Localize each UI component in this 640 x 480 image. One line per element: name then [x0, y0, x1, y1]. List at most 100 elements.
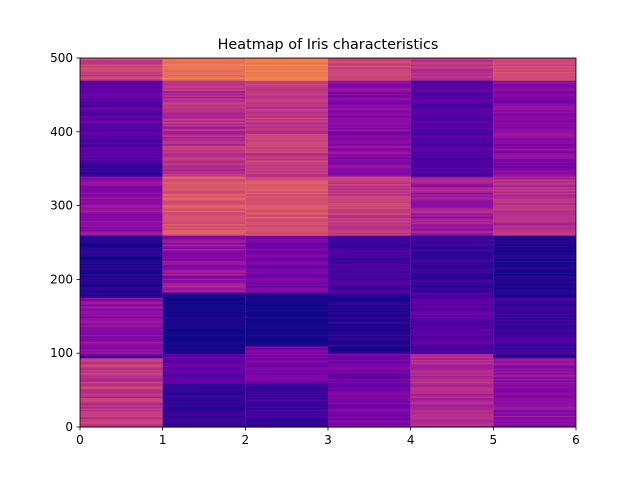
- heatmap-cell: [162, 294, 246, 297]
- heatmap-cell: [80, 316, 163, 319]
- heatmap-cell: [410, 87, 494, 90]
- heatmap-cell: [410, 177, 494, 180]
- heatmap-cell: [162, 84, 246, 87]
- heatmap-cell: [245, 257, 328, 260]
- heatmap-cell: [162, 217, 246, 220]
- heatmap-cell: [493, 181, 576, 185]
- heatmap-cell: [328, 282, 411, 285]
- heatmap-cell: [80, 305, 163, 309]
- heatmap-cell: [80, 102, 163, 105]
- x-tick-label: 2: [242, 433, 250, 447]
- heatmap-cell: [80, 415, 163, 418]
- heatmap-cell: [80, 319, 163, 322]
- heatmap-cell: [493, 407, 576, 410]
- heatmap-cell: [328, 248, 411, 251]
- heatmap-cell: [162, 156, 246, 159]
- heatmap-cell: [80, 248, 163, 251]
- heatmap-cell: [410, 173, 494, 176]
- heatmap-cell: [493, 336, 576, 340]
- heatmap-cell: [410, 415, 494, 418]
- heatmap-cell: [162, 212, 246, 216]
- heatmap-cell: [410, 236, 494, 239]
- heatmap-cell: [245, 323, 328, 326]
- heatmap-cell: [328, 229, 411, 232]
- heatmap-cell: [328, 263, 411, 266]
- heatmap-cell: [245, 288, 328, 291]
- heatmap-cell: [162, 351, 246, 354]
- heatmap-cell: [328, 227, 411, 230]
- heatmap-cell: [410, 119, 494, 123]
- heatmap-cell: [162, 158, 246, 161]
- heatmap-cell: [162, 322, 246, 325]
- heatmap-cell: [162, 93, 246, 96]
- heatmap-cell: [245, 229, 328, 232]
- heatmap-cell: [328, 111, 411, 114]
- heatmap-cell: [162, 78, 246, 81]
- heatmap-cell: [328, 238, 411, 241]
- heatmap-cell: [245, 274, 328, 278]
- heatmap-cell: [493, 189, 576, 192]
- heatmap-cell: [80, 173, 163, 176]
- heatmap-cell: [328, 214, 411, 217]
- heatmap-cell: [328, 186, 411, 189]
- heatmap-cell: [80, 239, 163, 242]
- heatmap-cell: [328, 239, 411, 242]
- heatmap-cell: [493, 171, 576, 174]
- heatmap-cell: [245, 96, 328, 99]
- heatmap-cell: [245, 242, 328, 245]
- heatmap-cell: [162, 300, 246, 303]
- heatmap-cell: [80, 72, 163, 75]
- heatmap-cell: [493, 418, 576, 421]
- heatmap-cell: [80, 125, 163, 128]
- heatmap-cell: [245, 390, 328, 393]
- heatmap-cell: [162, 236, 246, 239]
- heatmap-cell: [328, 121, 411, 124]
- x-tick-label: 6: [572, 433, 580, 447]
- heatmap-cell: [162, 313, 246, 316]
- heatmap-cell: [245, 415, 328, 418]
- heatmap-cell: [245, 252, 328, 255]
- heatmap-cell: [80, 179, 163, 182]
- heatmap-cell: [493, 186, 576, 189]
- heatmap-cell: [328, 294, 411, 297]
- heatmap-cell: [328, 211, 411, 214]
- heatmap-cell: [162, 410, 246, 413]
- heatmap-cell: [493, 78, 576, 81]
- heatmap-cell: [80, 217, 163, 220]
- heatmap-cell: [80, 91, 163, 95]
- y-tick-label: 0: [65, 420, 73, 434]
- heatmap-cell: [245, 310, 328, 313]
- heatmap-cell: [410, 397, 494, 400]
- heatmap-cell: [328, 353, 411, 356]
- heatmap-cell: [245, 103, 328, 106]
- heatmap-cell: [328, 261, 411, 264]
- heatmap-cell: [80, 276, 163, 279]
- heatmap-cell: [328, 199, 411, 202]
- heatmap-cell: [245, 192, 328, 195]
- heatmap-cell: [245, 382, 328, 385]
- heatmap-cell: [80, 413, 163, 416]
- heatmap-cell: [80, 227, 163, 230]
- heatmap-cell: [493, 391, 576, 394]
- heatmap-cell: [410, 60, 494, 64]
- y-tick-label: 400: [50, 125, 73, 139]
- heatmap-cell: [162, 99, 246, 102]
- heatmap-cell: [162, 367, 246, 371]
- heatmap-cell: [410, 218, 494, 221]
- heatmap-cell: [245, 388, 328, 391]
- heatmap-cell: [328, 292, 411, 295]
- heatmap-cell: [410, 403, 494, 406]
- heatmap-cell: [245, 326, 328, 329]
- heatmap-cell: [493, 375, 576, 378]
- heatmap-cell: [245, 258, 328, 261]
- heatmap-cell: [410, 274, 494, 278]
- heatmap-cell: [245, 267, 328, 270]
- heatmap-cell: [162, 205, 246, 208]
- heatmap-cell: [410, 245, 494, 248]
- heatmap-cell: [245, 367, 328, 371]
- heatmap-cell: [80, 176, 163, 179]
- heatmap-cell: [80, 384, 163, 387]
- heatmap-cell: [162, 168, 246, 171]
- heatmap-cell: [493, 233, 576, 236]
- heatmap-cell: [245, 180, 328, 183]
